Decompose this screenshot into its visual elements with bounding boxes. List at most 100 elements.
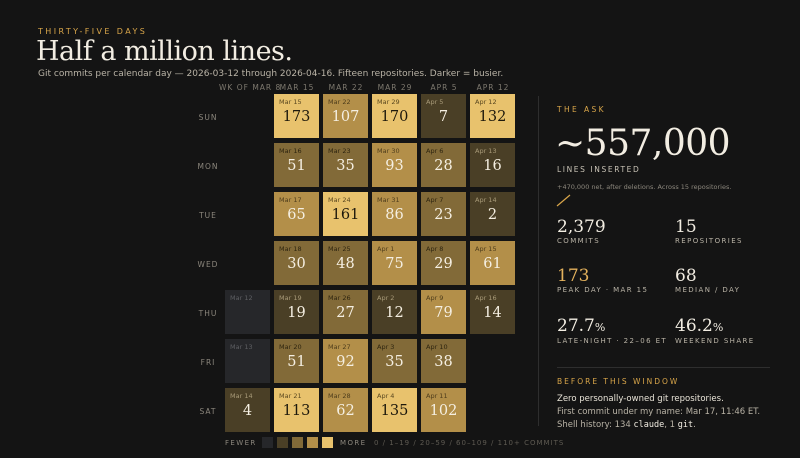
heatmap-cell: Mar 16 51 bbox=[274, 143, 319, 187]
legend-swatch bbox=[277, 437, 288, 448]
cell-date: Mar 26 bbox=[328, 294, 351, 302]
day-label: TUE bbox=[199, 211, 217, 220]
cell-value: 30 bbox=[287, 256, 306, 272]
week-label: MAR 29 bbox=[377, 83, 413, 92]
week-label: APR 12 bbox=[476, 83, 510, 92]
legend-swatch bbox=[262, 437, 273, 448]
cell-value: 61 bbox=[483, 256, 502, 272]
page-subtitle: Git commits per calendar day — 2026-03-1… bbox=[38, 69, 504, 79]
week-label: MAR 15 bbox=[279, 83, 315, 92]
stat-repos-value: 15 bbox=[675, 217, 697, 237]
week-axis-label: WK OF MAR 8 bbox=[219, 83, 282, 92]
heatmap-cell: Apr 1 75 bbox=[372, 241, 417, 285]
stat-median-value: 68 bbox=[675, 266, 697, 286]
cell-value: 173 bbox=[282, 109, 311, 125]
cell-date: Mar 31 bbox=[377, 196, 400, 204]
day-label: THU bbox=[198, 309, 218, 318]
cell-value: 132 bbox=[478, 109, 507, 125]
stat-peak-value: 173 bbox=[557, 266, 590, 286]
before-line-3: Shell history: 134 claude, 1 git. bbox=[557, 420, 696, 430]
cell-date: Apr 13 bbox=[475, 147, 497, 155]
stat-commits-label: COMMITS bbox=[557, 237, 601, 245]
cell-date: Mar 24 bbox=[328, 196, 351, 204]
cell-value: 51 bbox=[287, 354, 306, 370]
cell-value: 170 bbox=[380, 109, 409, 125]
heatmap-cell: Apr 15 61 bbox=[470, 241, 515, 285]
cell-date: Mar 13 bbox=[230, 343, 253, 351]
heatmap-cell: Mar 28 62 bbox=[323, 388, 368, 432]
heatmap-cell: Apr 7 23 bbox=[421, 192, 466, 236]
heatmap-cell: Mar 19 19 bbox=[274, 290, 319, 334]
heatmap-cell: Mar 25 48 bbox=[323, 241, 368, 285]
heatmap-cell: Apr 10 38 bbox=[421, 339, 466, 383]
cell-date: Mar 29 bbox=[377, 98, 400, 106]
cell-value: 23 bbox=[434, 207, 453, 223]
stat-commits-value: 2,379 bbox=[557, 217, 606, 237]
heatmap-cell: Apr 6 28 bbox=[421, 143, 466, 187]
heatmap-cell: Mar 24 161 bbox=[323, 192, 368, 236]
day-label: WED bbox=[197, 260, 219, 269]
cell-date: Mar 30 bbox=[377, 147, 400, 155]
stat-late-night-value: 27.7% bbox=[557, 316, 606, 336]
heatmap-cell: Mar 18 30 bbox=[274, 241, 319, 285]
cell-date: Apr 15 bbox=[475, 245, 497, 253]
cell-value: 65 bbox=[287, 207, 306, 223]
heatmap-cell: Mar 22 107 bbox=[323, 94, 368, 138]
heatmap-cell: Mar 29 170 bbox=[372, 94, 417, 138]
heatmap-cell: Mar 23 35 bbox=[323, 143, 368, 187]
heatmap-cell: Mar 17 65 bbox=[274, 192, 319, 236]
heatmap-cell: Mar 12 bbox=[225, 290, 270, 334]
divider bbox=[538, 96, 539, 426]
cell-date: Apr 4 bbox=[377, 392, 395, 400]
cell-value: 161 bbox=[331, 207, 360, 223]
cell-value: 79 bbox=[434, 305, 453, 321]
lines-inserted-value: ~557,000 bbox=[555, 123, 731, 164]
heatmap-cell: Mar 13 bbox=[225, 339, 270, 383]
cell-value: 51 bbox=[287, 158, 306, 174]
page-title: Half a million lines. bbox=[36, 36, 293, 67]
cell-date: Apr 2 bbox=[377, 294, 395, 302]
cell-date: Mar 21 bbox=[279, 392, 302, 400]
heatmap-cell: Apr 13 16 bbox=[470, 143, 515, 187]
legend-swatch bbox=[307, 437, 318, 448]
stat-late-night-label: LATE-NIGHT · 22–06 ET bbox=[557, 337, 668, 345]
cell-date: Apr 10 bbox=[426, 343, 448, 351]
heatmap-cell: Apr 4 135 bbox=[372, 388, 417, 432]
cell-value: 75 bbox=[385, 256, 404, 272]
heatmap-cell: Mar 14 4 bbox=[225, 388, 270, 432]
heatmap-cell: Apr 8 29 bbox=[421, 241, 466, 285]
cell-date: Mar 20 bbox=[279, 343, 302, 351]
cell-value: 86 bbox=[385, 207, 404, 223]
before-line-1: Zero personally-owned git repositories. bbox=[557, 394, 724, 404]
cell-date: Apr 9 bbox=[426, 294, 444, 302]
cell-value: 48 bbox=[336, 256, 355, 272]
cell-date: Apr 16 bbox=[475, 294, 497, 302]
cell-value: 92 bbox=[336, 354, 355, 370]
heatmap-cell: Mar 31 86 bbox=[372, 192, 417, 236]
day-label: SUN bbox=[198, 113, 218, 122]
cell-date: Mar 12 bbox=[230, 294, 253, 302]
cell-value: 62 bbox=[336, 403, 355, 419]
cell-date: Mar 15 bbox=[279, 98, 302, 106]
cell-value: 102 bbox=[429, 403, 458, 419]
cell-value: 93 bbox=[385, 158, 404, 174]
lines-inserted-label: LINES INSERTED bbox=[557, 165, 641, 174]
heatmap-cell: Apr 11 102 bbox=[421, 388, 466, 432]
heatmap-cell: Mar 21 113 bbox=[274, 388, 319, 432]
cell-value: 19 bbox=[287, 305, 306, 321]
cell-date: Mar 25 bbox=[328, 245, 351, 253]
heatmap-cell: Mar 27 92 bbox=[323, 339, 368, 383]
cell-date: Mar 17 bbox=[279, 196, 302, 204]
day-label: MON bbox=[197, 162, 219, 171]
week-label: MAR 22 bbox=[328, 83, 364, 92]
cell-date: Apr 1 bbox=[377, 245, 395, 253]
cell-date: Apr 6 bbox=[426, 147, 444, 155]
net-note: +470,000 net, after deletions. Across 15… bbox=[557, 183, 732, 191]
cell-value: 7 bbox=[438, 109, 449, 125]
heatmap-cell: Apr 12 132 bbox=[470, 94, 515, 138]
heatmap-cell: Mar 30 93 bbox=[372, 143, 417, 187]
cell-value: 35 bbox=[385, 354, 404, 370]
cell-date: Mar 23 bbox=[328, 147, 351, 155]
kicker: THIRTY-FIVE DAYS bbox=[38, 27, 148, 36]
before-heading: BEFORE THIS WINDOW bbox=[557, 377, 680, 386]
